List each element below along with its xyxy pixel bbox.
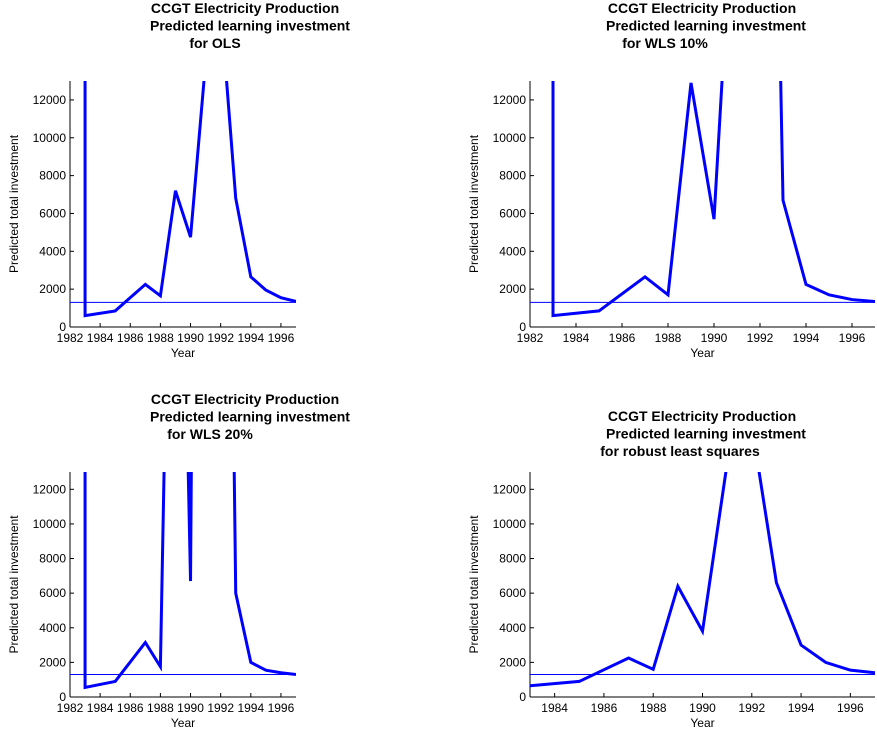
y-tick-label: 4000 <box>499 244 526 258</box>
x-axis-label: Year <box>171 346 195 360</box>
x-tick-label: 1992 <box>747 331 774 345</box>
chart-title: for OLS <box>189 35 240 51</box>
y-axis-label: Predicted total investment <box>7 515 21 654</box>
y-tick-label: 12000 <box>33 482 67 496</box>
chart-title: for robust least squares <box>600 443 760 459</box>
chart-title: CCGT Electricity Production <box>151 0 339 16</box>
x-tick-label: 1990 <box>177 701 204 715</box>
chart-title: CCGT Electricity Production <box>151 391 339 407</box>
y-tick-label: 6000 <box>499 206 526 220</box>
y-tick-label: 0 <box>519 320 526 334</box>
y-tick-label: 10000 <box>33 517 67 531</box>
x-axis-label: Year <box>171 716 195 730</box>
x-tick-label: 1986 <box>117 701 144 715</box>
chart-title: Predicted learning investment <box>150 409 350 425</box>
x-tick-label: 1990 <box>689 701 716 715</box>
x-tick-label: 1994 <box>793 331 820 345</box>
y-tick-label: 6000 <box>499 586 526 600</box>
x-tick-label: 1984 <box>541 701 568 715</box>
x-tick-label: 1996 <box>839 331 866 345</box>
chart-title: Predicted learning investment <box>606 426 806 442</box>
y-tick-label: 2000 <box>499 655 526 669</box>
chart-title: CCGT Electricity Production <box>608 0 796 16</box>
y-axis-label: Predicted total investment <box>467 134 481 273</box>
x-tick-label: 1988 <box>147 701 174 715</box>
x-tick-label: 1982 <box>517 331 544 345</box>
y-tick-label: 6000 <box>39 586 66 600</box>
chart-title: CCGT Electricity Production <box>608 408 796 424</box>
x-tick-label: 1994 <box>237 701 264 715</box>
y-tick-label: 2000 <box>39 655 66 669</box>
x-tick-label: 1992 <box>207 331 234 345</box>
x-tick-label: 1984 <box>87 331 114 345</box>
y-tick-label: 2000 <box>499 282 526 296</box>
y-tick-label: 12000 <box>493 482 527 496</box>
x-tick-label: 1996 <box>837 701 864 715</box>
series-line <box>83 81 296 318</box>
x-tick-label: 1994 <box>788 701 815 715</box>
y-tick-label: 0 <box>519 690 526 704</box>
y-tick-label: 0 <box>59 320 66 334</box>
x-tick-label: 1996 <box>268 331 295 345</box>
y-tick-label: 10000 <box>33 131 67 145</box>
x-tick-label: 1996 <box>268 701 295 715</box>
chart-title: Predicted learning investment <box>150 18 350 34</box>
series-line <box>551 81 875 318</box>
x-tick-label: 1986 <box>609 331 636 345</box>
y-tick-label: 2000 <box>39 282 66 296</box>
x-tick-label: 1982 <box>57 331 84 345</box>
x-tick-label: 1990 <box>177 331 204 345</box>
x-tick-label: 1988 <box>147 331 174 345</box>
chart-title: for WLS 20% <box>167 426 253 442</box>
y-axis-label: Predicted total investment <box>7 134 21 273</box>
y-tick-label: 8000 <box>39 552 66 566</box>
y-tick-label: 4000 <box>499 621 526 635</box>
y-tick-label: 12000 <box>33 93 67 107</box>
y-tick-label: 10000 <box>493 131 527 145</box>
x-tick-label: 1994 <box>237 331 264 345</box>
y-tick-label: 8000 <box>39 169 66 183</box>
x-tick-label: 1982 <box>57 701 84 715</box>
x-tick-label: 1986 <box>591 701 618 715</box>
x-tick-label: 1984 <box>87 701 114 715</box>
x-tick-label: 1988 <box>640 701 667 715</box>
y-tick-label: 4000 <box>39 621 66 635</box>
x-axis-label: Year <box>690 346 714 360</box>
x-tick-label: 1990 <box>701 331 728 345</box>
x-axis-label: Year <box>690 716 714 730</box>
chart-title: Predicted learning investment <box>606 18 806 34</box>
y-tick-label: 8000 <box>499 552 526 566</box>
y-tick-label: 10000 <box>493 517 527 531</box>
x-tick-label: 1992 <box>207 701 234 715</box>
y-tick-label: 6000 <box>39 206 66 220</box>
y-tick-label: 4000 <box>39 244 66 258</box>
y-tick-label: 12000 <box>493 93 527 107</box>
y-axis-label: Predicted total investment <box>467 515 481 654</box>
chart-title: for WLS 10% <box>622 35 708 51</box>
x-tick-label: 1986 <box>117 331 144 345</box>
x-tick-label: 1988 <box>655 331 682 345</box>
y-tick-label: 0 <box>59 690 66 704</box>
y-tick-label: 8000 <box>499 169 526 183</box>
x-tick-label: 1984 <box>563 331 590 345</box>
x-tick-label: 1992 <box>738 701 765 715</box>
series-line <box>530 472 875 688</box>
